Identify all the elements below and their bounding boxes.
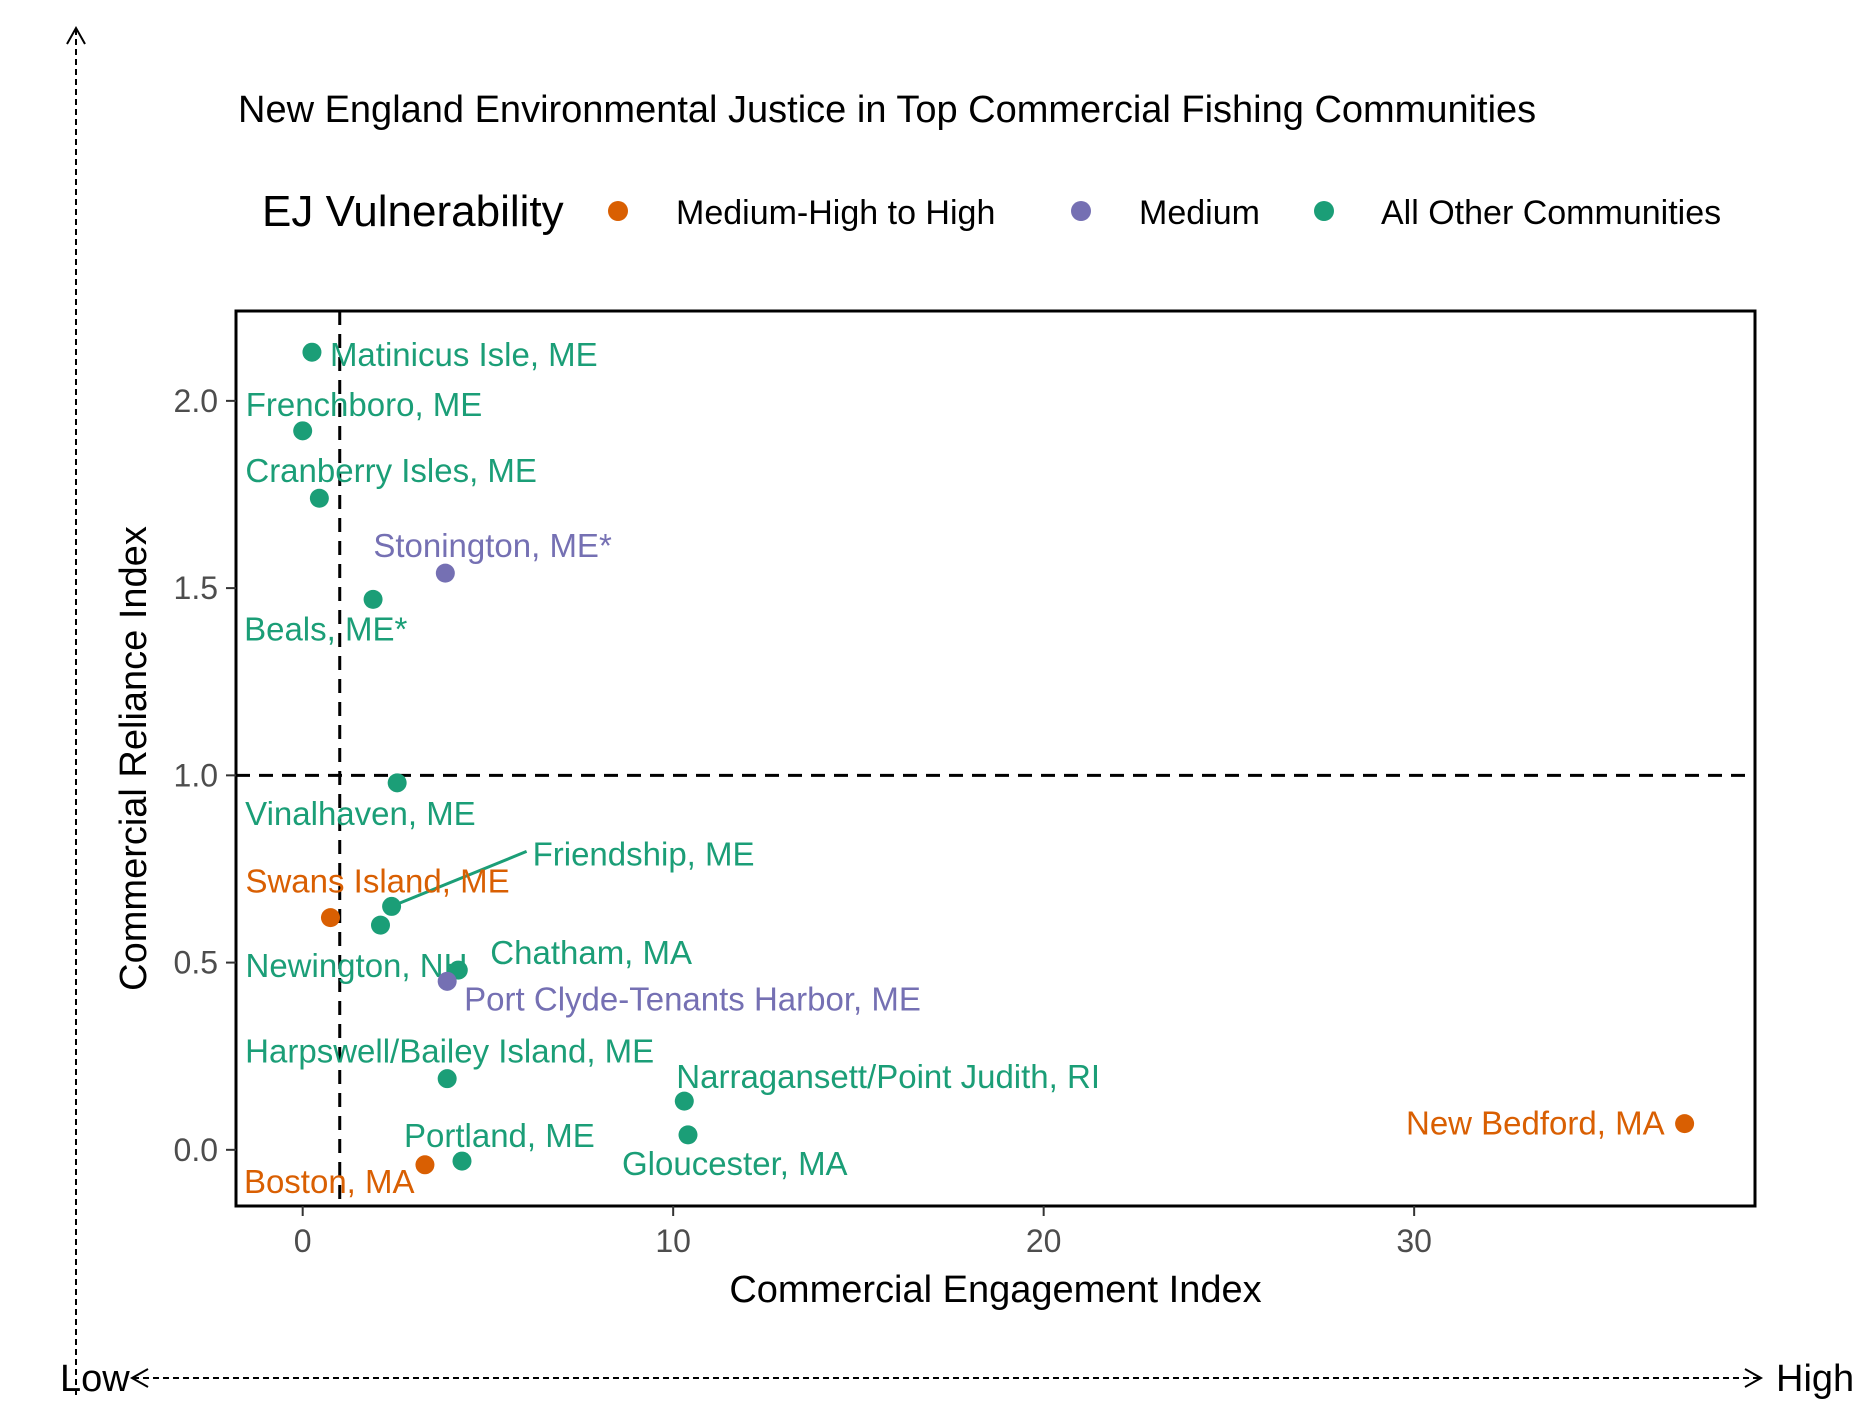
data-point [437,971,457,991]
point-label: Newington, NH [245,947,467,984]
data-point [309,488,329,508]
data-point [674,1091,694,1111]
point-label: Vinalhaven, ME [245,795,476,832]
legend-marker-other [1314,201,1334,221]
data-point [363,589,383,609]
legend: EJ Vulnerability Medium-High to High Med… [262,187,1721,236]
x-tick-label: 10 [655,1223,691,1259]
outer-x-arrowhead-right [1744,1368,1764,1388]
point-label: Matinicus Isle, ME [330,336,598,373]
y-axis-title: Commercial Reliance Index [113,526,155,991]
label-connector-friendship [391,850,528,908]
y-tick-label: 0.5 [174,945,218,981]
data-point [387,773,407,793]
outer-x-low-label: Low [60,1358,130,1400]
data-point [437,1069,457,1089]
point-label: New Bedford, MA [1406,1105,1665,1142]
legend-title: EJ Vulnerability [262,187,564,236]
data-point [293,421,313,441]
x-axis-title: Commercial Engagement Index [729,1269,1261,1311]
legend-label-other: All Other Communities [1381,194,1721,232]
outer-y-arrowhead [66,25,86,45]
x-tick-label: 30 [1396,1223,1432,1259]
point-label: Beals, ME* [244,610,407,647]
x-tick-label: 20 [1026,1223,1062,1259]
x-tick-label: 0 [294,1223,312,1259]
point-label: Chatham, MA [490,934,692,971]
data-point [370,915,390,935]
point-label: Boston, MA [244,1163,415,1200]
legend-marker-medium [1071,201,1091,221]
plot-area: Matinicus Isle, ME Frenchboro, ME Cranberr… [113,309,1757,1311]
legend-label-high: Medium-High to High [676,194,995,232]
point-label: Frenchboro, ME [246,386,483,423]
chart-title: New England Environmental Justice in Top… [238,89,1536,131]
point-label: Friendship, ME [533,835,755,872]
data-point [1675,1114,1695,1134]
data-point [435,563,455,583]
outer-x-arrowhead-left [129,1368,149,1388]
point-label: Swans Island, ME [245,863,509,900]
point-label: Portland, ME [404,1117,595,1154]
data-point [302,342,322,362]
legend-marker-high [608,201,628,221]
data-point [452,1151,472,1171]
legend-label-medium: Medium [1139,194,1260,232]
plot-border [234,309,1757,1208]
data-point [320,908,340,928]
point-label: Cranberry Isles, ME [245,452,537,489]
outer-x-high-label: High [1776,1358,1854,1400]
y-tick-label: 2.0 [174,383,218,419]
data-point [382,896,402,916]
y-tick-label: 1.0 [174,757,218,793]
data-point [678,1125,698,1145]
point-label: Stonington, ME* [373,527,612,564]
point-label: Gloucester, MA [622,1145,848,1182]
outer-axes: Low High [60,25,1854,1400]
point-label: Port Clyde-Tenants Harbor, ME [464,980,921,1017]
y-tick-label: 1.5 [174,570,218,606]
y-tick-label: 0.0 [174,1132,218,1168]
point-label: Narragansett/Point Judith, RI [676,1058,1100,1095]
point-label: Harpswell/Bailey Island, ME [245,1033,654,1070]
data-point [415,1155,435,1175]
